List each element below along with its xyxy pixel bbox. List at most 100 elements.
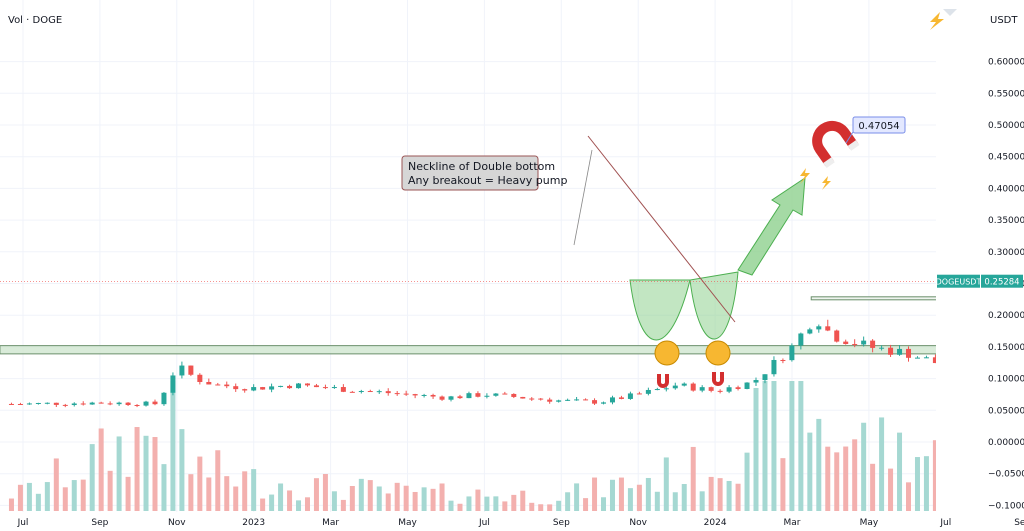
- target-price-text: 0.47054: [858, 121, 899, 132]
- volume-bar: [89, 444, 95, 511]
- price-axis[interactable]: [936, 0, 1024, 531]
- candle-body: [888, 347, 894, 355]
- mid-resistance[interactable]: [810, 296, 1024, 301]
- candle-body: [897, 348, 903, 355]
- candle-body: [475, 393, 481, 397]
- candle-body: [197, 374, 203, 382]
- candle-body: [8, 403, 14, 405]
- volume-bar: [179, 429, 185, 511]
- volume-bar: [708, 476, 714, 511]
- chevron-down-icon[interactable]: [943, 9, 957, 16]
- up-arrow: [737, 177, 806, 276]
- volume-bar: [313, 478, 319, 511]
- candle-body: [592, 400, 598, 404]
- candle-body: [493, 393, 499, 396]
- annotation-pointer: [573, 149, 593, 246]
- candle-body: [511, 393, 517, 397]
- candle-body: [906, 348, 912, 358]
- volume-bar: [242, 471, 248, 511]
- volume-bar: [143, 435, 149, 511]
- volume-bar: [466, 496, 472, 511]
- volume-bar: [672, 492, 678, 511]
- volume-label: Vol · DOGE: [8, 15, 62, 26]
- support-zone[interactable]: [0, 345, 1024, 355]
- candle-body: [98, 402, 104, 404]
- candle-body: [35, 402, 41, 404]
- candle-body: [914, 357, 920, 359]
- volume-bar: [278, 483, 284, 511]
- candle-body: [161, 392, 167, 405]
- volume-bar: [771, 381, 777, 511]
- bottom-circle-1: [654, 340, 680, 366]
- candle-body: [439, 396, 445, 400]
- x-tick-label: Jul: [17, 518, 29, 528]
- annotation-line-1: Neckline of Double bottom: [408, 160, 555, 173]
- lightning-icon: [800, 168, 831, 190]
- candle-body: [233, 386, 239, 390]
- candle-body: [870, 340, 876, 348]
- price-levels: [0, 296, 1024, 355]
- volume-bar: [107, 470, 113, 511]
- volume-bar: [843, 446, 849, 511]
- candle-body: [753, 380, 759, 383]
- volume-bar: [421, 487, 427, 511]
- lightning-icon[interactable]: [930, 12, 944, 30]
- volume-bar: [825, 446, 831, 511]
- volume-bar: [44, 482, 50, 511]
- volume-bar: [601, 497, 607, 511]
- volume-bar: [197, 456, 203, 511]
- candle-body: [843, 341, 849, 345]
- volume-bar: [35, 493, 41, 511]
- volume-bar: [583, 498, 589, 511]
- volume-bar: [627, 488, 633, 511]
- volume-bars: [8, 381, 1024, 511]
- candle-body: [80, 403, 86, 405]
- volume-bar: [152, 437, 158, 511]
- candle-body: [529, 398, 535, 400]
- x-tick-label: May: [398, 518, 417, 528]
- volume-bar: [206, 477, 212, 511]
- volume-bar: [493, 496, 499, 511]
- y-tick-label: 0.60000: [988, 58, 1024, 68]
- volume-bar: [816, 418, 822, 511]
- volume-bar: [331, 491, 337, 511]
- candle-body: [565, 399, 571, 401]
- currency-label[interactable]: USDT: [990, 15, 1018, 26]
- current-price-tag[interactable]: DOGEUSDT 0.25284: [936, 274, 1023, 288]
- candle-body: [771, 359, 777, 375]
- candle-body: [17, 404, 23, 406]
- volume-bar: [609, 479, 615, 511]
- candle-body: [394, 393, 400, 395]
- candle-body: [538, 398, 544, 400]
- candle-body: [789, 345, 795, 361]
- annotation-box[interactable]: Neckline of Double bottom Any breakout =…: [401, 155, 567, 191]
- volume-bar: [367, 480, 373, 511]
- x-tick-label: Jul: [478, 518, 490, 528]
- x-tick-label: Mar: [322, 518, 339, 528]
- target-price-label[interactable]: 0.47054: [845, 116, 906, 144]
- candle-body: [215, 384, 221, 386]
- volume-bar: [251, 469, 257, 511]
- time-axis[interactable]: [0, 512, 936, 531]
- candle-body: [412, 394, 418, 396]
- candle-body: [547, 399, 553, 402]
- volume-bar: [439, 483, 445, 511]
- volume-bar: [502, 501, 508, 511]
- price-tag-symbol: DOGEUSDT: [936, 278, 982, 287]
- volume-bar: [681, 484, 687, 511]
- candle-body: [744, 382, 750, 389]
- candle-body: [125, 402, 131, 406]
- candle-body: [672, 385, 678, 389]
- candle-body: [583, 399, 589, 401]
- volume-bar: [269, 494, 275, 511]
- volume-bar: [654, 491, 660, 511]
- candle-body: [376, 391, 382, 393]
- volume-bar: [511, 494, 517, 511]
- volume-bar: [53, 458, 59, 511]
- candle-body: [304, 383, 310, 386]
- candle-body: [654, 389, 660, 391]
- candle-body: [188, 365, 194, 375]
- volume-bar: [780, 458, 786, 511]
- volume-bar: [26, 482, 32, 511]
